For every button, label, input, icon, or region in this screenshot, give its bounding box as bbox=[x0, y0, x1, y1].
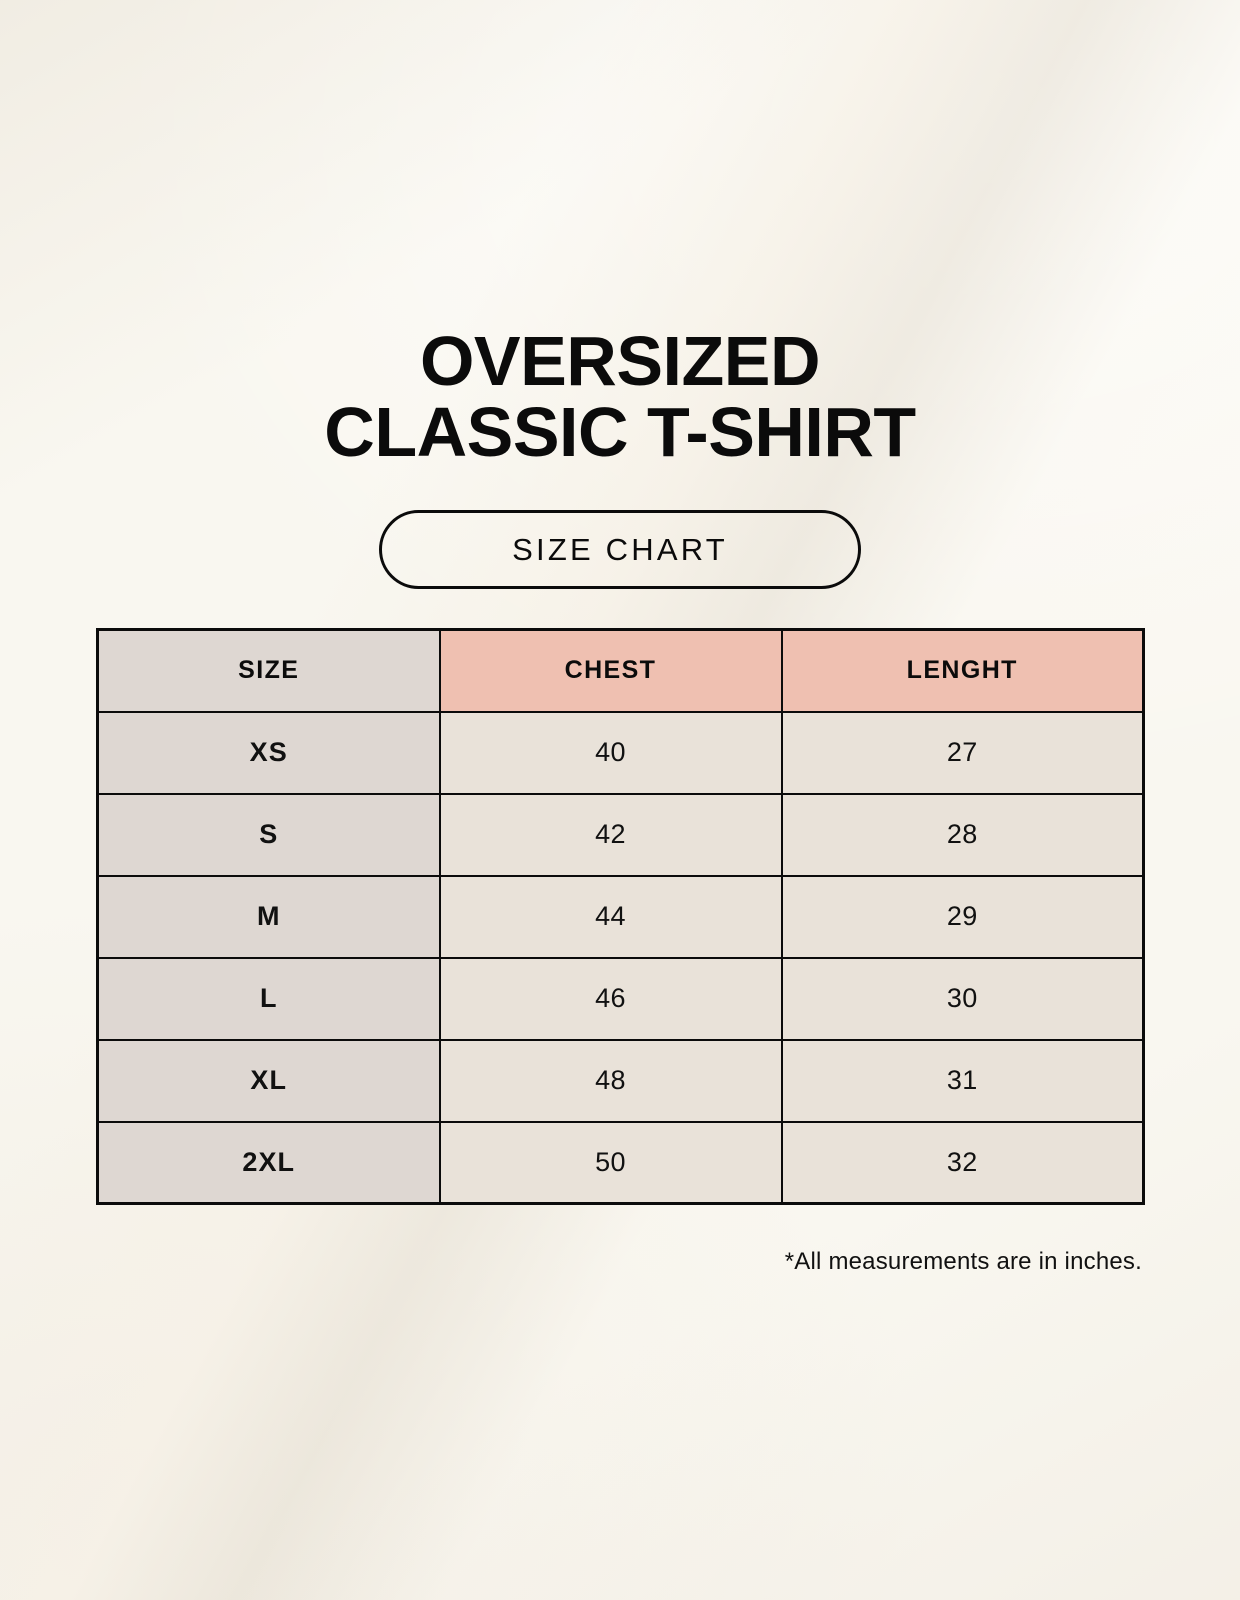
cell-size: M bbox=[96, 874, 441, 959]
cell-chest: 48 bbox=[438, 1038, 783, 1123]
cell-chest: 44 bbox=[438, 874, 783, 959]
column-header-length: LENGHT bbox=[780, 628, 1145, 713]
cell-length: 29 bbox=[780, 874, 1145, 959]
cell-size: S bbox=[96, 792, 441, 877]
cell-length: 27 bbox=[780, 710, 1145, 795]
cell-size: 2XL bbox=[96, 1120, 441, 1205]
cell-length: 30 bbox=[780, 956, 1145, 1041]
table-header-row: SIZE CHEST LENGHT bbox=[96, 628, 1145, 713]
measurement-units-note: *All measurements are in inches. bbox=[784, 1248, 1142, 1275]
cell-length: 31 bbox=[780, 1038, 1145, 1123]
size-table-container: SIZE CHEST LENGHT XS 40 27 S 42 28 M bbox=[96, 628, 1145, 1205]
size-chart-badge: SIZE CHART bbox=[379, 510, 861, 589]
cell-size: XS bbox=[96, 710, 441, 795]
table-row: XS 40 27 bbox=[96, 710, 1145, 795]
cell-chest: 46 bbox=[438, 956, 783, 1041]
table-row: S 42 28 bbox=[96, 792, 1145, 877]
cell-chest: 42 bbox=[438, 792, 783, 877]
cell-chest: 50 bbox=[438, 1120, 783, 1205]
size-table-header: SIZE CHEST LENGHT bbox=[96, 628, 1145, 713]
cell-length: 32 bbox=[780, 1120, 1145, 1205]
cell-size: XL bbox=[96, 1038, 441, 1123]
page-title-line-1: OVERSIZED bbox=[419, 322, 821, 400]
table-row: XL 48 31 bbox=[96, 1038, 1145, 1123]
column-header-size: SIZE bbox=[96, 628, 441, 713]
table-row: 2XL 50 32 bbox=[96, 1120, 1145, 1205]
column-header-chest: CHEST bbox=[438, 628, 783, 713]
size-table-body: XS 40 27 S 42 28 M 44 29 L 46 30 bbox=[96, 710, 1145, 1205]
size-chart-badge-container: SIZE CHART bbox=[0, 510, 1240, 589]
cell-chest: 40 bbox=[438, 710, 783, 795]
page-title: OVERSIZED CLASSIC T-SHIRT bbox=[0, 322, 1240, 472]
size-table: SIZE CHEST LENGHT XS 40 27 S 42 28 M bbox=[96, 628, 1145, 1205]
cell-size: L bbox=[96, 956, 441, 1041]
page-title-line-2: CLASSIC T-SHIRT bbox=[324, 393, 916, 472]
cell-length: 28 bbox=[780, 792, 1145, 877]
table-row: L 46 30 bbox=[96, 956, 1145, 1041]
table-row: M 44 29 bbox=[96, 874, 1145, 959]
